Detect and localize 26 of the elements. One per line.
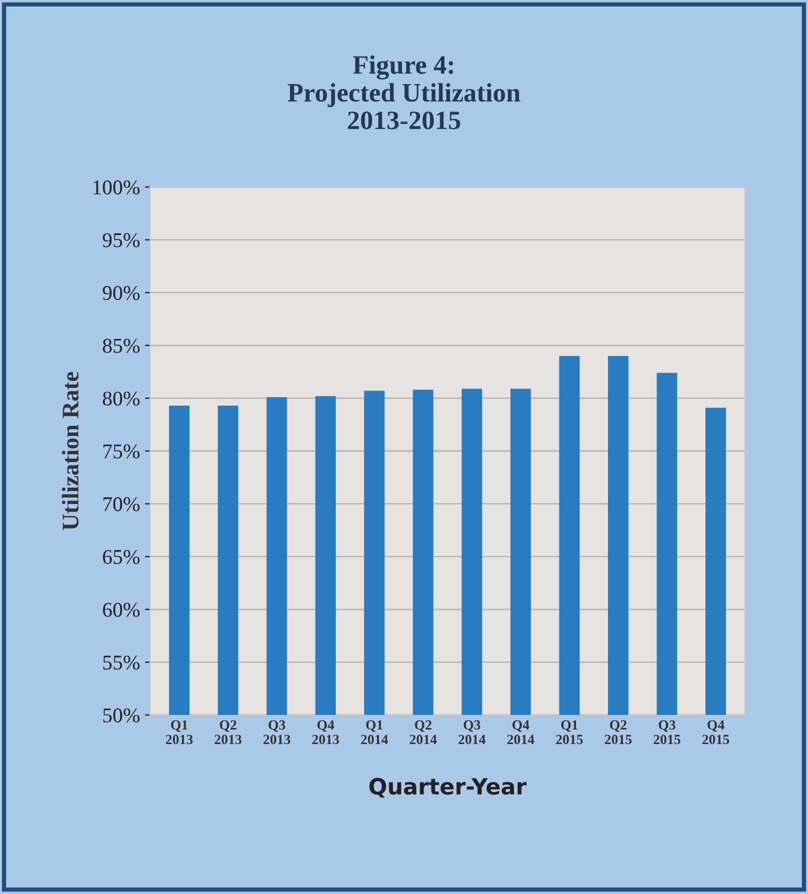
x-tick-label: Q1 2014	[361, 720, 388, 744]
x-tick-label: Q3 2014	[458, 720, 486, 744]
y-tick-label: 60%	[102, 602, 140, 617]
x-tick-label: Q4 2015	[702, 720, 730, 744]
y-tick-label: 100%	[94, 180, 140, 194]
x-tick-label: Q1 2015	[556, 720, 583, 744]
x-tick-label: Q4 2013	[312, 720, 339, 744]
x-tick-label: Q4 2014	[507, 720, 534, 744]
x-tick-label: Q2 2013	[214, 720, 242, 744]
x-tick-label: Q2 2014	[410, 720, 437, 744]
y-tick-label: 55%	[103, 656, 140, 670]
y-tick-label: 90%	[102, 286, 140, 300]
y-tick-label: 85%	[102, 338, 140, 353]
x-tick-label: Q2 2015	[604, 720, 632, 744]
x-tick-label: Q1 2013	[166, 720, 193, 744]
y-tick-label: 75%	[103, 444, 140, 458]
y-tick-label: 50%	[103, 708, 140, 722]
x-axis-title: Quarter-Year	[369, 778, 527, 798]
y-axis-title: Utilization Rate	[62, 372, 79, 530]
y-tick-label: 70%	[103, 497, 140, 512]
x-tick-label: Q3 2015	[654, 720, 680, 744]
y-tick-label: 80%	[102, 392, 140, 406]
y-tick-label: 95%	[102, 233, 140, 248]
chart-title: Figure 4: Projected Utilization 2013-2015	[288, 55, 520, 130]
y-tick-label: 65%	[102, 550, 140, 564]
x-tick-label: Q3 2013	[264, 720, 290, 744]
